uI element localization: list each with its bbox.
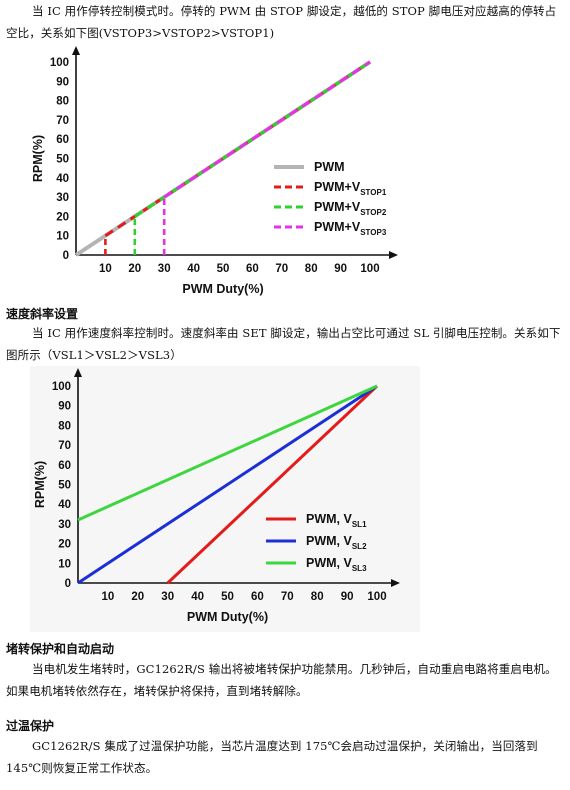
x-tick-label: 80 [311, 591, 324, 603]
x-tick-label: 50 [221, 591, 234, 603]
heading-stall-protection: 堵转保护和自动启动 [6, 642, 115, 656]
y-tick-label: 60 [58, 460, 71, 472]
y-tick-label: 40 [58, 499, 71, 511]
x-tick-label: 40 [191, 591, 204, 603]
legend-label-4: PWM+VSTOP3 [314, 220, 387, 237]
x-tick-label: 90 [334, 263, 347, 275]
y-tick-label: 30 [56, 192, 69, 204]
x-tick-label: 70 [281, 591, 294, 603]
legend-label-2: PWM, VSL2 [306, 534, 367, 551]
x-tick-label: 10 [99, 263, 112, 275]
legend-label-main: PWM+V [314, 180, 361, 194]
legend-label-main: PWM, V [306, 512, 352, 526]
x-tick-label: 30 [158, 263, 171, 275]
y-axis-label: RPM(%) [33, 461, 47, 508]
x-tick-label: 70 [275, 263, 288, 275]
y-tick-label: 20 [58, 539, 71, 551]
x-tick-label: 40 [187, 263, 200, 275]
legend-label-subscript: STOP3 [360, 228, 387, 237]
y-tick-label: 10 [56, 231, 69, 243]
stop-duty-chart: 0 10 20 30 40 50 60 70 80 90 100 10 20 30 40 50 60 70 80 90… [31, 46, 398, 296]
paragraph-stall-protection: 当电机发生堵转时，GC1262R/S 输出将被堵转保护功能禁用。几秒钟后，自动重… [6, 662, 557, 698]
x-tick-label: 60 [246, 263, 259, 275]
y-tick-label: 30 [58, 519, 71, 531]
y-tick-label: 80 [56, 96, 69, 108]
legend-label-1: PWM, VSL1 [306, 512, 367, 529]
x-tick-label: 80 [305, 263, 318, 275]
y-tick-label: 0 [65, 578, 71, 590]
heading-over-temperature: 过温保护 [6, 719, 55, 733]
x-axis-arrow [391, 579, 400, 587]
y-tick-label: 90 [56, 76, 69, 88]
y-tick-label: 20 [56, 211, 69, 223]
legend-label-2: PWM+VSTOP1 [314, 180, 387, 197]
y-tick-label: 70 [58, 440, 71, 452]
y-tick-label: 100 [52, 381, 71, 393]
series-line-2 [77, 384, 378, 585]
x-tick-label: 20 [131, 591, 144, 603]
x-tick-label: 90 [341, 591, 354, 603]
x-axis-label: PWM Duty(%) [182, 282, 263, 296]
series-line-4 [163, 60, 371, 199]
y-tick-label: 80 [58, 420, 71, 432]
paragraph-over-temperature: GC1262R/S 集成了过温保护功能，当芯片温度达到 175℃会启动过温保护，… [6, 739, 538, 775]
paragraph-stop-control: 当 IC 用作停转控制模式时。停转的 PWM 由 STOP 脚设定，越低的 ST… [6, 4, 557, 40]
y-tick-label: 40 [56, 173, 69, 185]
series-line-1 [166, 384, 379, 585]
legend-label-subscript: SL1 [352, 520, 367, 529]
y-tick-label: 0 [63, 250, 69, 262]
y-axis-label: RPM(%) [31, 135, 45, 182]
slope-duty-chart: 0 10 20 30 40 50 60 70 80 90 100 10 20 30 40 50 60 70 80 90… [30, 366, 420, 632]
y-tick-label: 90 [58, 401, 71, 413]
y-tick-label: 100 [50, 57, 69, 69]
x-tick-label: 100 [367, 591, 386, 603]
x-axis-arrow [389, 251, 398, 259]
y-tick-label: 50 [56, 154, 69, 166]
y-tick-label: 60 [56, 134, 69, 146]
legend-label-main: PWM, V [306, 556, 352, 570]
legend-label-1: PWM [314, 160, 345, 174]
y-axis-arrow [72, 46, 80, 55]
x-axis-label: PWM Duty(%) [187, 610, 268, 624]
x-tick-label: 20 [128, 263, 141, 275]
legend-label-subscript: STOP2 [360, 208, 387, 217]
legend-label-main: PWM+V [314, 220, 361, 234]
x-tick-label: 100 [360, 263, 379, 275]
x-tick-label: 50 [217, 263, 230, 275]
x-tick-label: 30 [161, 591, 174, 603]
x-tick-label: 60 [251, 591, 264, 603]
legend-label-subscript: STOP1 [360, 188, 387, 197]
heading-speed-slope: 速度斜率设置 [6, 307, 79, 321]
series-line-3 [77, 384, 378, 522]
paragraph-speed-slope: 当 IC 用作速度斜率控制时。速度斜率由 SET 脚设定，输出占空比可通过 SL… [6, 326, 561, 362]
x-tick-label: 10 [102, 591, 115, 603]
legend-label-main: PWM [314, 160, 345, 174]
y-tick-label: 10 [58, 558, 71, 570]
legend-label-subscript: SL2 [352, 542, 367, 551]
legend-label-3: PWM+VSTOP2 [314, 200, 387, 217]
y-tick-label: 70 [56, 115, 69, 127]
legend-label-main: PWM, V [306, 534, 352, 548]
legend-label-3: PWM, VSL3 [306, 556, 367, 573]
legend-label-main: PWM+V [314, 200, 361, 214]
legend-label-subscript: SL3 [352, 564, 367, 573]
y-tick-label: 50 [58, 480, 71, 492]
y-axis-arrow [74, 368, 82, 377]
